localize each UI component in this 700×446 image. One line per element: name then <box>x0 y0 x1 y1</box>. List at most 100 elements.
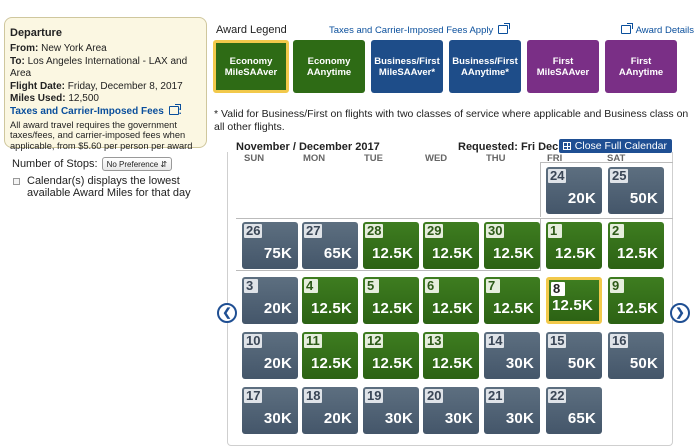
calendar-day-29[interactable]: 29 12.5K <box>423 222 479 269</box>
day-number: 28 <box>365 223 384 238</box>
calendar-day-19[interactable]: 19 30K <box>363 387 419 434</box>
award-miles: 65K <box>323 245 352 262</box>
day-number: 30 <box>486 223 505 238</box>
award-miles: 12.5K <box>371 300 413 317</box>
award-miles: 20K <box>567 190 596 207</box>
award-legend: Economy MileSAAver Economy AAnytime Busine… <box>213 40 683 93</box>
calendar-day-22[interactable]: 22 65K <box>546 387 602 434</box>
day-number: 29 <box>425 223 444 238</box>
chevron-right-icon[interactable]: ❯ <box>670 303 690 323</box>
award-miles: 12.5K <box>431 355 473 372</box>
day-number: 20 <box>425 388 444 403</box>
weekday-thu: THU <box>486 153 506 164</box>
weekday-mon: MON <box>303 153 326 164</box>
award-miles: 30K <box>505 355 534 372</box>
day-number: 10 <box>244 333 263 348</box>
award-miles: 30K <box>384 410 413 427</box>
award-miles: 12.5K <box>371 245 413 262</box>
stops-select[interactable]: No Preference ⇵ <box>101 157 173 171</box>
legend-first-milesaaver[interactable]: First MileSAAver <box>527 40 599 93</box>
award-miles: 75K <box>263 245 292 262</box>
month-boundary-line <box>236 218 540 219</box>
calendar-day-3[interactable]: 3 20K <box>242 277 298 324</box>
valid-note: * Valid for Business/First on flights wi… <box>214 108 689 133</box>
calendar-day-1[interactable]: 1 12.5K <box>546 222 602 269</box>
calendar-month: November / December 2017 <box>236 141 380 153</box>
calendar-day-14[interactable]: 14 30K <box>484 332 540 379</box>
award-miles: 30K <box>444 410 473 427</box>
day-number: 7 <box>486 279 500 293</box>
departure-title: Departure <box>10 27 62 39</box>
day-number: 22 <box>548 388 567 403</box>
calendar-day-2[interactable]: 2 12.5K <box>608 222 664 269</box>
legend-business-aanytime[interactable]: Business/First AAnytime* <box>449 40 521 93</box>
award-miles: 12.5K <box>551 297 593 314</box>
day-number: 19 <box>365 388 384 403</box>
calendar-day-24[interactable]: 24 20K <box>546 167 602 214</box>
award-miles: 20K <box>263 300 292 317</box>
calendar-day-11[interactable]: 11 12.5K <box>302 332 358 379</box>
calendar-day-9[interactable]: 9 12.5K <box>608 277 664 324</box>
award-miles: 12.5K <box>371 355 413 372</box>
bullet-box-icon <box>13 178 20 185</box>
legend-header: Award Legend Taxes and Carrier-Imposed F… <box>216 23 694 40</box>
day-number: 6 <box>425 279 439 293</box>
calendar-day-27[interactable]: 27 65K <box>302 222 358 269</box>
weekday-wed: WED <box>425 153 448 164</box>
calendar-day-15[interactable]: 15 50K <box>546 332 602 379</box>
calendar-day-28[interactable]: 28 12.5K <box>363 222 419 269</box>
calendar-day-20[interactable]: 20 30K <box>423 387 479 434</box>
month-boundary-line <box>236 270 540 271</box>
to-row: To: Los Angeles International - LAX and … <box>10 55 188 80</box>
calendar-day-13[interactable]: 13 12.5K <box>423 332 479 379</box>
day-number: 8 <box>551 282 565 296</box>
award-miles: 65K <box>567 410 596 427</box>
award-miles: 12.5K <box>431 300 473 317</box>
external-link-icon <box>497 23 510 34</box>
legend-economy-aanytime[interactable]: Economy AAnytime <box>293 40 365 93</box>
legend-label: Award Legend <box>216 24 287 36</box>
external-link-icon <box>620 23 633 34</box>
stops-label: Number of Stops: <box>12 158 98 170</box>
day-number: 25 <box>610 168 629 183</box>
calendar-day-21[interactable]: 21 30K <box>484 387 540 434</box>
day-number: 26 <box>244 223 263 238</box>
calendar-day-7[interactable]: 7 12.5K <box>484 277 540 324</box>
calendar-day-8[interactable]: 8 12.5K <box>546 277 602 324</box>
day-number: 27 <box>304 223 323 238</box>
legend-first-aanytime[interactable]: First AAnytime <box>605 40 677 93</box>
award-miles: 20K <box>323 410 352 427</box>
miles-used-row: Miles Used: 12,500 <box>10 93 99 105</box>
flight-date-row: Flight Date: Friday, December 8, 2017 <box>10 80 183 92</box>
month-boundary-line <box>540 162 541 217</box>
award-details-link[interactable]: Award Details <box>619 23 694 36</box>
day-number: 14 <box>486 333 505 348</box>
calendar-day-12[interactable]: 12 12.5K <box>363 332 419 379</box>
day-number: 3 <box>244 279 258 293</box>
calendar-day-5[interactable]: 5 12.5K <box>363 277 419 324</box>
weekday-tue: TUE <box>364 153 383 164</box>
calendar-day-26[interactable]: 26 75K <box>242 222 298 269</box>
day-number: 5 <box>365 279 379 293</box>
calendar-day-10[interactable]: 10 20K <box>242 332 298 379</box>
calendar-day-16[interactable]: 16 50K <box>608 332 664 379</box>
calendar-day-18[interactable]: 18 20K <box>302 387 358 434</box>
calendar-day-30[interactable]: 30 12.5K <box>484 222 540 269</box>
weekday-sun: SUN <box>244 153 265 164</box>
taxes-fees-link[interactable]: Taxes and Carrier-Imposed Fees : <box>10 104 182 118</box>
chevron-left-icon[interactable]: ❮ <box>217 303 237 323</box>
weekday-sat: SAT <box>607 153 626 164</box>
calendar-day-4[interactable]: 4 12.5K <box>302 277 358 324</box>
taxes-apply-link[interactable]: Taxes and Carrier-Imposed Fees Apply <box>329 23 510 36</box>
calendar-day-25[interactable]: 25 50K <box>608 167 664 214</box>
close-calendar-button[interactable]: Close Full Calendar <box>558 139 672 153</box>
legend-economy-milesaaver[interactable]: Economy MileSAAver <box>213 40 289 93</box>
award-miles: 20K <box>263 355 292 372</box>
calendar-day-17[interactable]: 17 30K <box>242 387 298 434</box>
award-miles: 12.5K <box>554 245 596 262</box>
calendar-day-6[interactable]: 6 12.5K <box>423 277 479 324</box>
day-number: 2 <box>610 224 624 238</box>
legend-business-milesaaver[interactable]: Business/First MileSAAver* <box>371 40 443 93</box>
month-boundary-line <box>540 162 673 163</box>
calendar-header: November / December 2017 Requested: Fri … <box>236 139 672 153</box>
